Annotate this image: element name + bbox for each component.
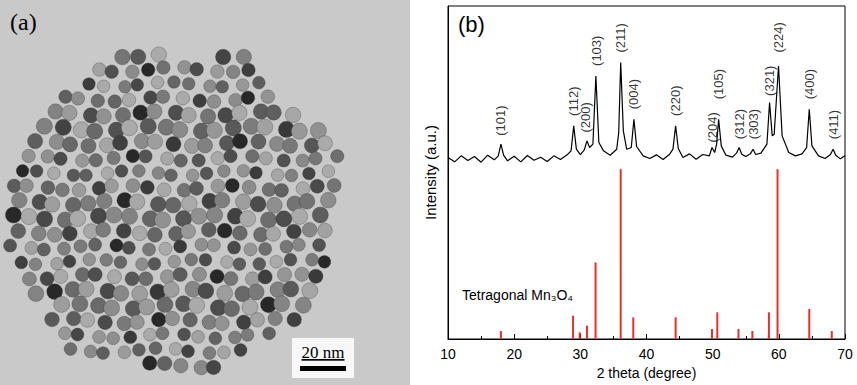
svg-text:(303): (303) bbox=[746, 109, 761, 139]
svg-text:2 theta (degree): 2 theta (degree) bbox=[597, 365, 697, 381]
svg-text:10: 10 bbox=[440, 346, 456, 362]
svg-text:(224): (224) bbox=[771, 22, 786, 52]
svg-text:(312): (312) bbox=[732, 109, 747, 139]
svg-text:(103): (103) bbox=[589, 36, 604, 66]
svg-text:(321): (321) bbox=[762, 66, 777, 96]
svg-text:(220): (220) bbox=[668, 86, 683, 116]
svg-text:(400): (400) bbox=[802, 69, 817, 99]
svg-text:(b): (b) bbox=[458, 12, 485, 37]
svg-text:(004): (004) bbox=[626, 79, 641, 109]
svg-text:(211): (211) bbox=[613, 23, 628, 52]
svg-text:Tetragonal Mn₃O₄: Tetragonal Mn₃O₄ bbox=[462, 287, 573, 303]
svg-text:(200): (200) bbox=[578, 102, 593, 132]
svg-text:(105): (105) bbox=[711, 69, 726, 99]
svg-text:Intensity (a.u.): Intensity (a.u.) bbox=[422, 125, 439, 220]
svg-text:30: 30 bbox=[573, 346, 589, 362]
svg-text:40: 40 bbox=[639, 346, 655, 362]
svg-text:(101): (101) bbox=[493, 106, 508, 136]
svg-text:(204): (204) bbox=[704, 112, 720, 143]
svg-text:20 nm: 20 nm bbox=[302, 343, 345, 362]
svg-text:20: 20 bbox=[506, 346, 522, 362]
svg-text:60: 60 bbox=[771, 346, 787, 362]
svg-text:(a): (a) bbox=[10, 9, 37, 35]
svg-text:50: 50 bbox=[705, 346, 721, 362]
svg-text:70: 70 bbox=[837, 346, 853, 362]
svg-text:(112): (112) bbox=[566, 86, 582, 116]
svg-text:(411): (411) bbox=[826, 110, 841, 139]
